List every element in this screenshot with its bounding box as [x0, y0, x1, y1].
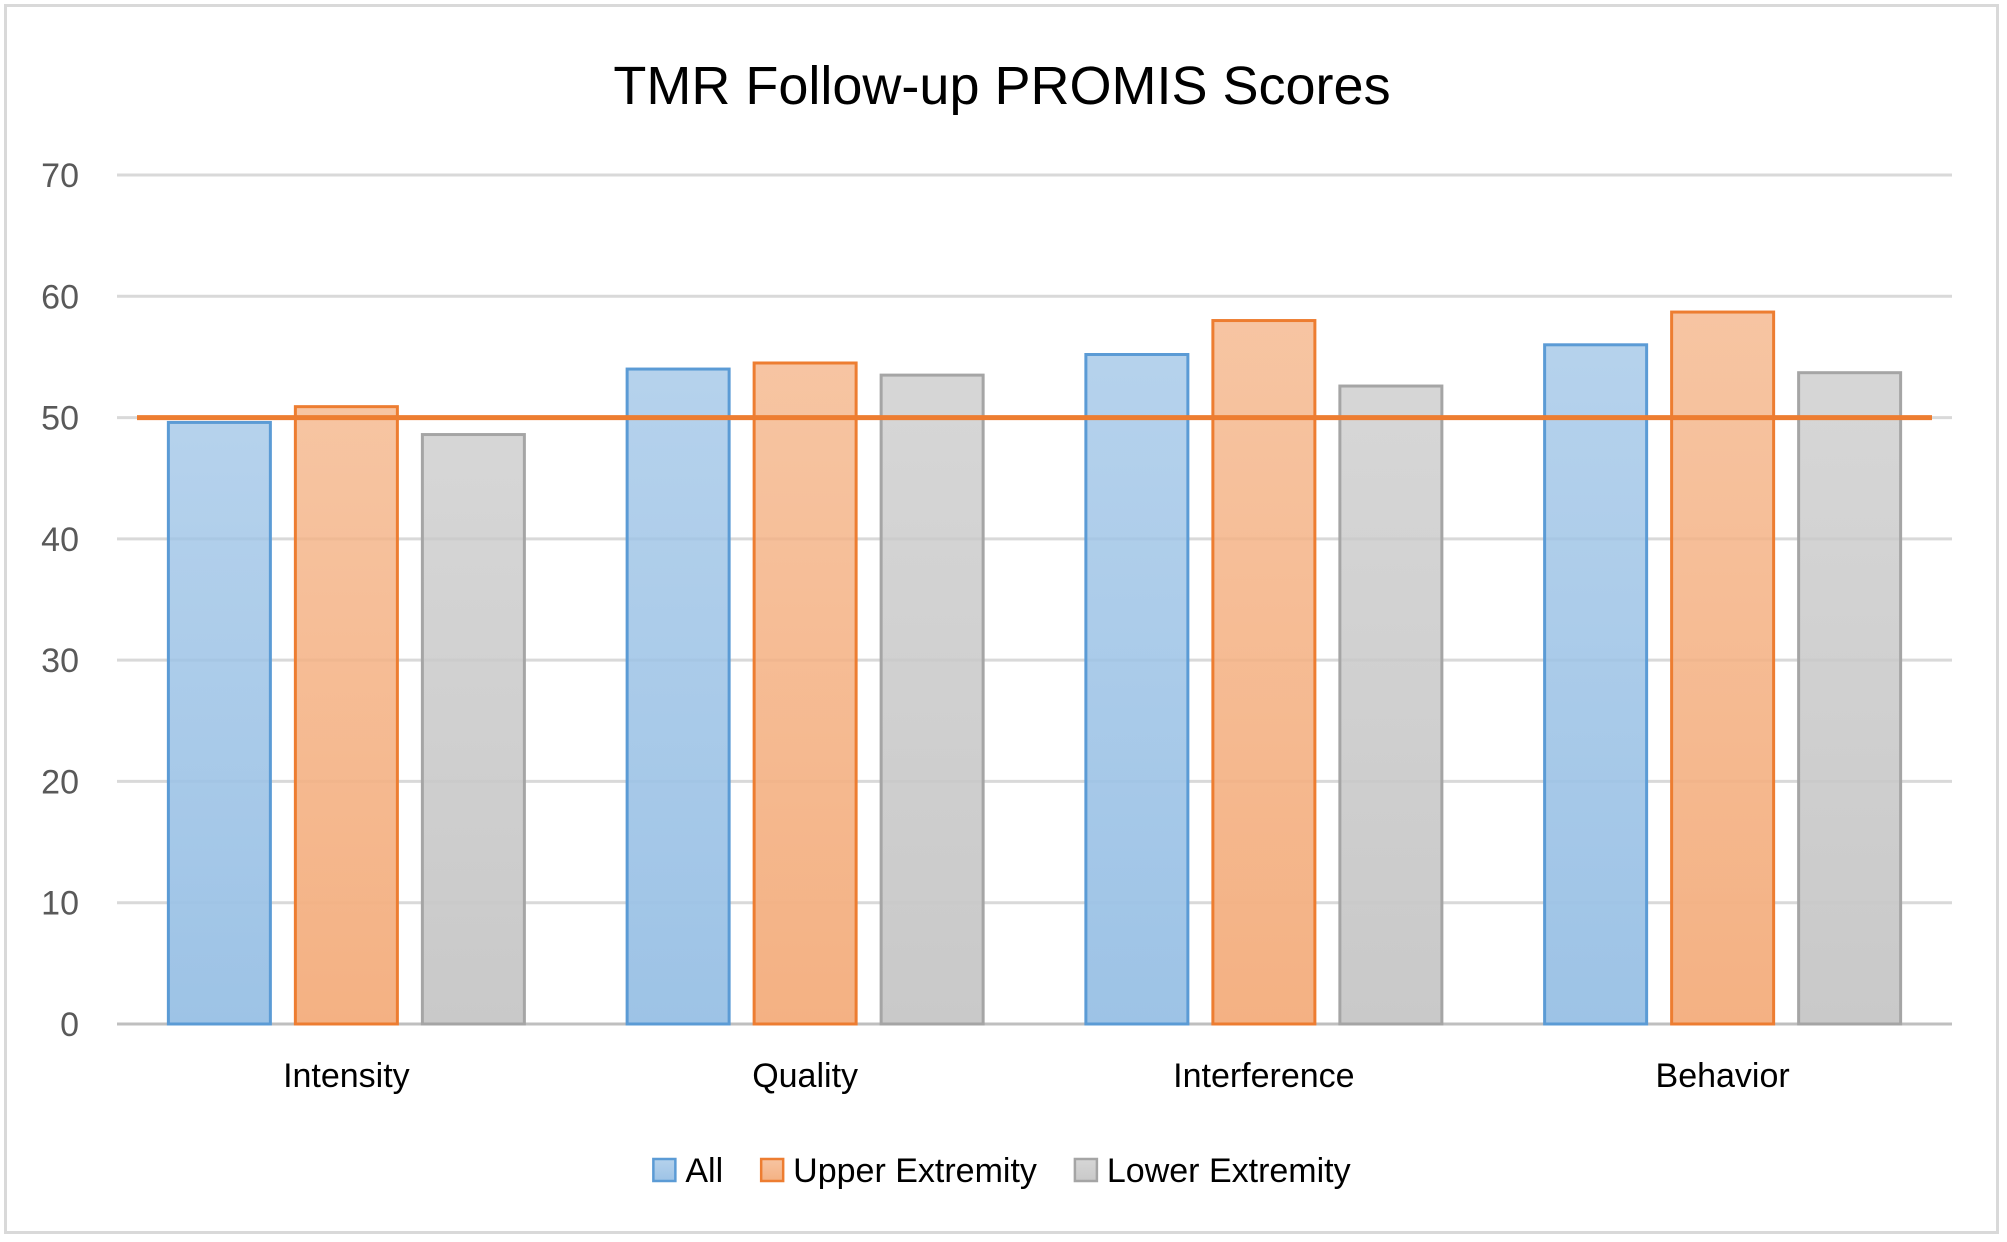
legend-label: Lower Extremity	[1107, 1152, 1351, 1190]
bar-chart: TMR Follow-up PROMIS Scores 0 10 20 30 40 50 6…	[41, 56, 1952, 1190]
bar-interference-lower-extremity	[1338, 384, 1444, 1026]
y-tick-label: 20	[41, 763, 79, 801]
x-category-label: Quality	[752, 1057, 858, 1095]
y-tick-label: 50	[41, 400, 79, 438]
y-tick-label: 30	[41, 642, 79, 680]
x-category-label: Intensity	[283, 1057, 410, 1095]
legend-swatch	[1073, 1157, 1099, 1183]
legend-label: Upper Extremity	[793, 1152, 1037, 1190]
legend-item-lower-extremity: Lower Extremity	[1073, 1152, 1351, 1190]
chart-frame: TMR Follow-up PROMIS Scores 0 10 20 30 40 50 6…	[4, 4, 1999, 1234]
y-tick-label: 0	[60, 1006, 79, 1044]
x-category-label: Interference	[1173, 1057, 1354, 1095]
bar-quality-all	[625, 367, 731, 1026]
x-axis-categories: Intensity Quality Interference Behavior	[283, 1057, 1790, 1095]
bar-behavior-all	[1543, 343, 1649, 1026]
bar-intensity-all	[166, 420, 272, 1026]
legend-swatch	[652, 1157, 677, 1183]
legend: All Upper Extremity Lower Extremity	[652, 1152, 1351, 1190]
y-tick-label: 10	[41, 885, 79, 923]
bar-behavior-lower-extremity	[1797, 371, 1903, 1026]
chart-title: TMR Follow-up PROMIS Scores	[613, 56, 1390, 116]
legend-swatch	[759, 1157, 785, 1183]
bar-behavior-upper-extremity	[1670, 310, 1776, 1026]
bar-interference-upper-extremity	[1211, 319, 1317, 1026]
bar-intensity-lower-extremity	[420, 433, 526, 1026]
legend-label: All	[685, 1152, 723, 1190]
y-tick-label: 40	[41, 521, 79, 559]
bar-quality-upper-extremity	[752, 361, 858, 1026]
legend-item-upper-extremity: Upper Extremity	[759, 1152, 1037, 1190]
bar-interference-all	[1084, 353, 1190, 1026]
bars	[166, 310, 1903, 1026]
y-axis-ticks: 0 10 20 30 40 50 60 70	[41, 157, 79, 1044]
bar-quality-lower-extremity	[879, 373, 985, 1026]
y-tick-label: 60	[41, 278, 79, 316]
legend-item-all: All	[652, 1152, 723, 1190]
bar-intensity-upper-extremity	[293, 405, 399, 1026]
y-tick-label: 70	[41, 157, 79, 195]
x-category-label: Behavior	[1656, 1057, 1790, 1095]
